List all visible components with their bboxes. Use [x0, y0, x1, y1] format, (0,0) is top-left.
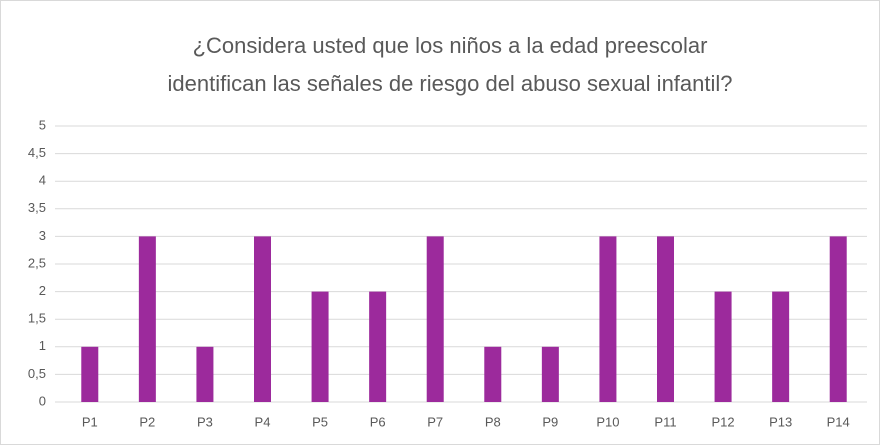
y-tick-label: 1	[39, 338, 46, 353]
x-tick-label: P9	[542, 414, 558, 429]
x-tick-label: P13	[769, 414, 792, 429]
bar	[599, 236, 617, 402]
bar	[541, 346, 559, 402]
bar	[196, 346, 214, 402]
x-tick-label: P14	[827, 414, 850, 429]
y-tick-label: 5	[39, 117, 46, 132]
bar	[426, 236, 444, 402]
bar	[657, 236, 674, 402]
bar	[484, 346, 502, 402]
x-tick-label: P8	[485, 414, 501, 429]
x-tick-label: P7	[427, 414, 443, 429]
x-tick-label: P12	[712, 414, 735, 429]
x-tick-label: P5	[312, 414, 328, 429]
bar	[254, 236, 271, 402]
chart-title: ¿Considera usted que los niños a la edad…	[193, 33, 708, 58]
y-tick-label: 0,5	[28, 366, 46, 381]
bar	[138, 236, 156, 402]
bar	[772, 291, 790, 402]
chart-title: identifican las señales de riesgo del ab…	[167, 71, 732, 96]
x-tick-label: P3	[197, 414, 213, 429]
x-tick-label: P2	[139, 414, 155, 429]
x-tick-label: P10	[596, 414, 619, 429]
y-tick-label: 2	[39, 283, 46, 298]
y-tick-label: 1,5	[28, 311, 46, 326]
y-tick-label: 0	[39, 393, 46, 408]
y-tick-label: 4,5	[28, 145, 46, 160]
bar	[829, 236, 847, 402]
bar	[81, 346, 99, 402]
bar	[311, 291, 329, 402]
x-tick-label: P1	[82, 414, 98, 429]
y-tick-label: 2,5	[28, 255, 46, 270]
y-tick-label: 4	[39, 173, 46, 188]
x-tick-label: P11	[654, 414, 676, 429]
y-tick-label: 3,5	[28, 200, 46, 215]
bar	[369, 291, 387, 402]
bar	[714, 291, 732, 402]
x-tick-label: P6	[370, 414, 386, 429]
y-tick-label: 3	[39, 228, 46, 243]
x-tick-label: P4	[255, 414, 271, 429]
